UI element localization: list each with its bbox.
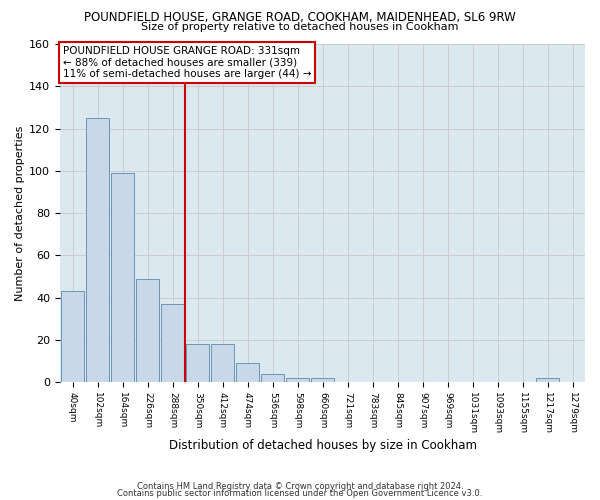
Y-axis label: Number of detached properties: Number of detached properties xyxy=(15,126,25,300)
Bar xyxy=(136,278,159,382)
Text: POUNDFIELD HOUSE, GRANGE ROAD, COOKHAM, MAIDENHEAD, SL6 9RW: POUNDFIELD HOUSE, GRANGE ROAD, COOKHAM, … xyxy=(84,11,516,24)
Text: POUNDFIELD HOUSE GRANGE ROAD: 331sqm
← 88% of detached houses are smaller (339)
: POUNDFIELD HOUSE GRANGE ROAD: 331sqm ← 8… xyxy=(62,46,311,79)
Text: Contains public sector information licensed under the Open Government Licence v3: Contains public sector information licen… xyxy=(118,489,482,498)
Text: Size of property relative to detached houses in Cookham: Size of property relative to detached ho… xyxy=(141,22,459,32)
Bar xyxy=(536,378,559,382)
Bar xyxy=(286,378,309,382)
X-axis label: Distribution of detached houses by size in Cookham: Distribution of detached houses by size … xyxy=(169,440,476,452)
Bar xyxy=(236,363,259,382)
Bar xyxy=(186,344,209,382)
Bar xyxy=(161,304,184,382)
Bar xyxy=(111,173,134,382)
Text: Contains HM Land Registry data © Crown copyright and database right 2024.: Contains HM Land Registry data © Crown c… xyxy=(137,482,463,491)
Bar xyxy=(211,344,234,382)
Bar xyxy=(61,291,84,382)
Bar xyxy=(311,378,334,382)
Bar xyxy=(261,374,284,382)
Bar xyxy=(86,118,109,382)
